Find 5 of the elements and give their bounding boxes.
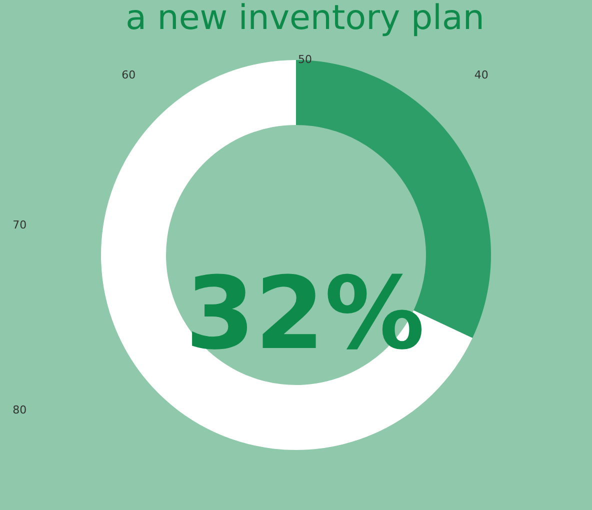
text: 60 bbox=[122, 68, 136, 82]
text: 40 bbox=[474, 68, 488, 82]
text: 80 bbox=[12, 404, 27, 417]
text: 70 bbox=[12, 218, 27, 232]
chart-title: a new inventory plan bbox=[126, 0, 484, 38]
